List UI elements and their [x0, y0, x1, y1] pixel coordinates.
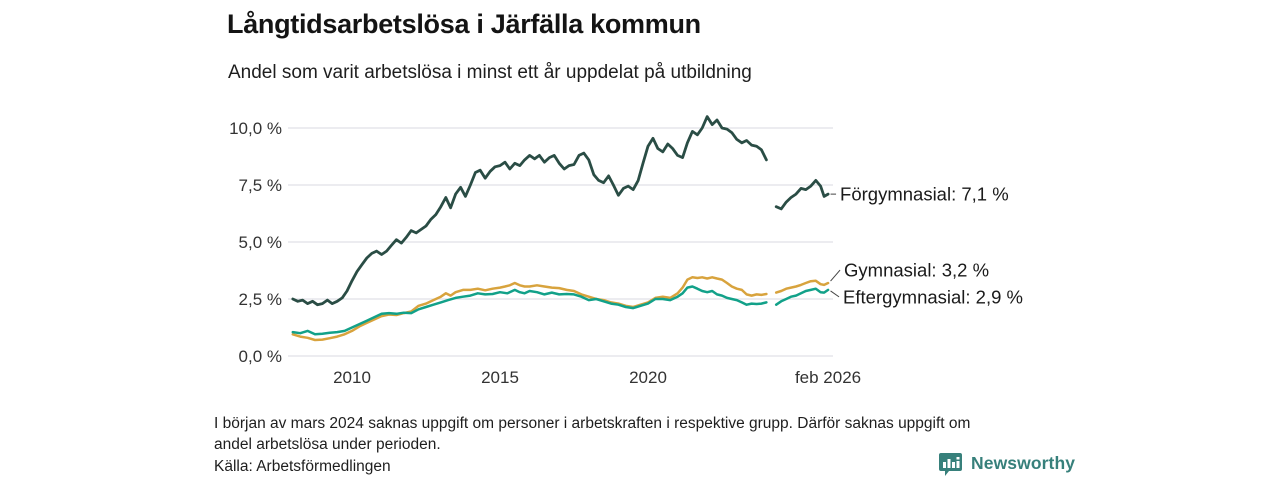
- logo-exclaim-dot: [956, 457, 960, 460]
- footnote-line1: I början av mars 2024 saknas uppgift om …: [214, 415, 971, 432]
- x-tick-label: feb 2026: [795, 368, 861, 387]
- chart-footnote: I början av mars 2024 saknas uppgift om …: [214, 413, 1074, 455]
- newsworthy-logo-icon: [939, 453, 962, 476]
- series-end-label-förgymnasial: Förgymnasial: 7,1 %: [840, 184, 1009, 205]
- logo-bar-2: [947, 459, 951, 468]
- y-tick-label: 0,0 %: [239, 347, 282, 366]
- footnote-line2: andel arbetslösa under perioden.: [214, 436, 441, 453]
- series-end-label-eftergymnasial: Eftergymnasial: 2,9 %: [843, 286, 1023, 307]
- y-tick-label: 5,0 %: [239, 233, 282, 252]
- series-line-eftergymnasial: [774, 287, 830, 306]
- source-caption: Källa: Arbetsförmedlingen: [214, 458, 391, 475]
- logo-bar-1: [943, 462, 946, 468]
- logo-exclaim-bar: [956, 461, 960, 468]
- brand-name: Newsworthy: [971, 453, 1076, 473]
- x-tick-label: 2020: [629, 368, 667, 387]
- label-leader-gymnasial: [830, 269, 841, 282]
- series-end-label-gymnasial: Gymnasial: 3,2 %: [844, 260, 989, 281]
- series-line-förgymnasial: [774, 179, 830, 211]
- series-line-gymnasial: [291, 276, 768, 342]
- series-line-gymnasial: [774, 279, 830, 294]
- newsworthy-logo: Newsworthy: [938, 451, 1075, 476]
- logo-bar-3: [952, 462, 955, 468]
- y-tick-label: 2,5 %: [239, 290, 282, 309]
- label-leader-eftergymnasial: [830, 290, 840, 298]
- y-tick-label: 7,5 %: [239, 176, 282, 195]
- x-tick-label: 2015: [481, 368, 519, 387]
- y-tick-label: 10,0 %: [229, 119, 282, 138]
- series-line-förgymnasial: [291, 115, 768, 307]
- page-title: Långtidsarbetslösa i Järfälla kommun: [227, 9, 701, 39]
- series-line-eftergymnasial: [291, 285, 768, 336]
- x-tick-label: 2010: [333, 368, 371, 387]
- chart-subtitle: Andel som varit arbetslösa i minst ett å…: [228, 62, 752, 83]
